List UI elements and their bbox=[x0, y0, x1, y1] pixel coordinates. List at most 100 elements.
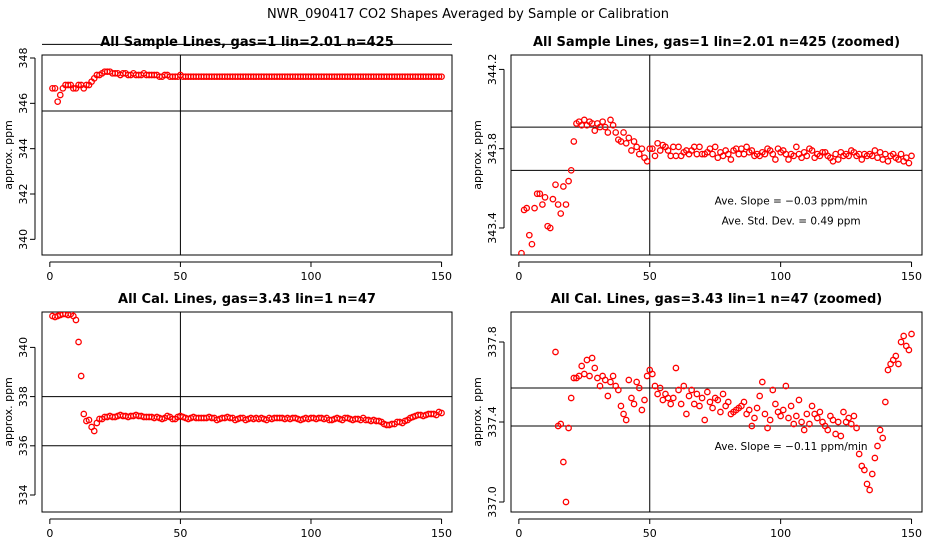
data-point bbox=[669, 394, 677, 402]
data-point bbox=[751, 414, 758, 422]
data-point bbox=[792, 412, 800, 420]
x-tick-label: 150 bbox=[901, 270, 922, 283]
data-point bbox=[604, 392, 612, 400]
data-point bbox=[698, 394, 706, 402]
y-axis: 337.0 337.4 337.8 bbox=[486, 326, 505, 518]
data-point bbox=[567, 166, 575, 174]
data-point bbox=[834, 156, 842, 163]
data-point bbox=[782, 382, 790, 390]
data-point bbox=[779, 406, 787, 414]
data-point bbox=[533, 190, 541, 198]
data-point bbox=[709, 150, 716, 158]
x-tick-label: 150 bbox=[431, 270, 452, 283]
panel-1: All Sample Lines, gas=1 lin=2.01 n=425 0 5… bbox=[2, 35, 453, 283]
data-point bbox=[816, 408, 824, 416]
data-point bbox=[56, 91, 64, 99]
stat-annotation: Ave. Slope = −0.03 ppm/min bbox=[715, 196, 868, 208]
data-point bbox=[748, 147, 756, 154]
data-point bbox=[614, 386, 622, 394]
panel-4: All Cal. Lines, gas=3.43 lin=1 n=47 (zoo… bbox=[471, 292, 923, 540]
data-point bbox=[646, 145, 654, 153]
data-point bbox=[531, 204, 538, 212]
data-point bbox=[792, 143, 800, 151]
data-point bbox=[819, 148, 826, 156]
y-tick-label: 343.8 bbox=[486, 133, 499, 165]
data-point bbox=[850, 412, 858, 420]
figure-title: NWR_090417 CO2 Shapes Averaged by Sample… bbox=[267, 7, 669, 22]
data-point bbox=[90, 427, 98, 435]
data-point bbox=[601, 123, 609, 131]
data-point bbox=[586, 372, 593, 380]
data-point bbox=[609, 372, 617, 380]
panel-title: All Sample Lines, gas=1 lin=2.01 n=425 (… bbox=[533, 35, 900, 50]
data-point bbox=[719, 390, 727, 398]
y-tick-label: 340 bbox=[17, 229, 30, 250]
data-point bbox=[620, 129, 627, 136]
data-point bbox=[714, 396, 722, 404]
data-point bbox=[630, 138, 638, 145]
data-point bbox=[895, 360, 902, 368]
data-point bbox=[525, 231, 533, 239]
data-point bbox=[80, 410, 88, 418]
data-series bbox=[552, 330, 915, 506]
data-point bbox=[900, 332, 908, 340]
data-point bbox=[567, 394, 575, 402]
x-tick-label: 0 bbox=[515, 527, 522, 540]
data-point bbox=[554, 201, 562, 208]
y-tick-label: 334 bbox=[17, 485, 30, 506]
y-axis: 343.4 343.8 344.2 bbox=[486, 54, 505, 244]
y-axis-label: approx. ppm bbox=[471, 377, 484, 447]
data-point bbox=[622, 139, 630, 147]
plot-frame bbox=[510, 311, 923, 513]
data-point bbox=[49, 84, 56, 92]
data-point bbox=[565, 424, 572, 432]
panel-3: All Cal. Lines, gas=3.43 lin=1 n=47 0 50 10… bbox=[2, 292, 453, 540]
data-point bbox=[523, 204, 531, 212]
data-point bbox=[528, 240, 536, 248]
data-point bbox=[834, 418, 842, 426]
y-tick-label: 344.2 bbox=[486, 54, 499, 86]
panel-title: All Sample Lines, gas=1 lin=2.01 n=425 bbox=[100, 35, 394, 50]
x-tick-label: 150 bbox=[901, 527, 922, 540]
data-point bbox=[803, 410, 811, 418]
data-point bbox=[557, 210, 565, 217]
data-point bbox=[871, 454, 879, 462]
data-point bbox=[435, 73, 443, 81]
data-point bbox=[696, 402, 703, 410]
data-point bbox=[824, 426, 832, 434]
y-tick-label: 337.4 bbox=[486, 406, 499, 438]
data-point bbox=[612, 129, 620, 136]
data-point bbox=[617, 402, 625, 410]
data-point bbox=[908, 330, 915, 338]
data-point bbox=[649, 145, 656, 153]
data-point bbox=[83, 81, 90, 89]
x-tick-label: 150 bbox=[431, 527, 452, 540]
data-point bbox=[599, 118, 606, 126]
y-tick-label: 338 bbox=[17, 386, 30, 407]
y-tick-label: 342 bbox=[17, 184, 30, 205]
data-point bbox=[847, 420, 855, 428]
data-point bbox=[803, 152, 811, 160]
data-point bbox=[764, 424, 771, 432]
y-axis: 340 342 344 346 348 bbox=[17, 48, 36, 250]
data-point bbox=[905, 159, 913, 167]
data-point bbox=[638, 406, 646, 414]
data-point bbox=[664, 147, 672, 154]
data-point bbox=[552, 181, 559, 189]
data-point bbox=[591, 127, 599, 135]
data-point bbox=[607, 378, 614, 386]
data-point bbox=[75, 338, 82, 346]
data-point bbox=[798, 418, 805, 426]
data-point bbox=[706, 398, 714, 406]
panel-2: All Sample Lines, gas=1 lin=2.01 n=425 (… bbox=[471, 35, 923, 283]
data-point bbox=[753, 404, 761, 412]
y-axis-label: approx. ppm bbox=[2, 377, 15, 447]
data-point bbox=[438, 73, 445, 81]
x-tick-label: 100 bbox=[300, 527, 321, 540]
panel-title: All Cal. Lines, gas=3.43 lin=1 n=47 bbox=[118, 292, 376, 307]
data-point bbox=[675, 143, 682, 151]
data-point bbox=[727, 156, 735, 163]
data-point bbox=[884, 157, 892, 165]
y-tick-label: 337.8 bbox=[486, 326, 499, 358]
y-tick-label: 340 bbox=[17, 337, 30, 358]
